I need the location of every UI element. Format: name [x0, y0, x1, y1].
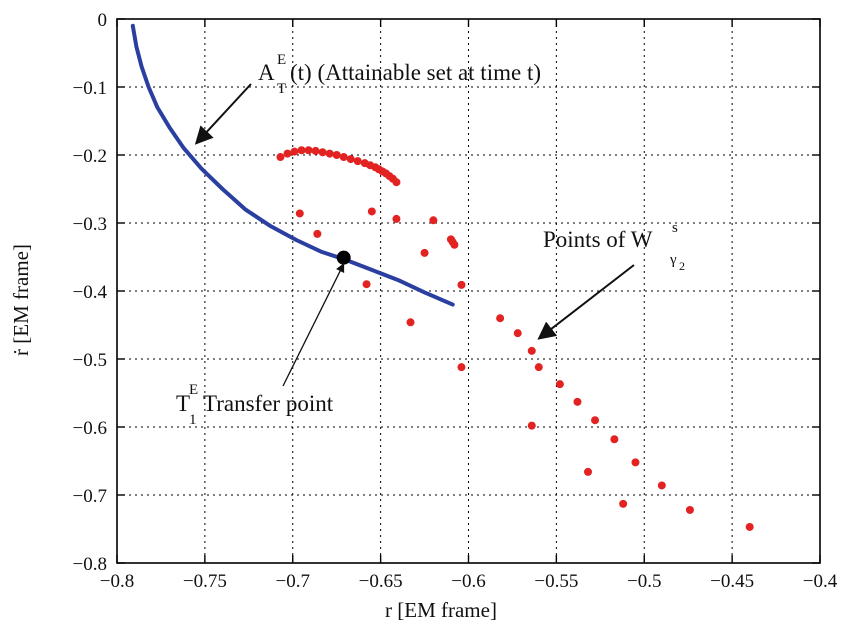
scatter-point: [429, 216, 438, 225]
scatter-point: [346, 155, 355, 164]
scatter-point: [304, 146, 313, 155]
scatter-point: [313, 229, 322, 238]
scatter-point: [685, 505, 694, 514]
annotation-points-text: Points of W: [543, 227, 653, 252]
scatter-point: [745, 522, 754, 531]
scatter-point: [297, 146, 306, 155]
scatter-point: [610, 435, 619, 444]
x-tick-label: −0.55: [534, 571, 578, 592]
y-tick-label: −0.3: [73, 214, 107, 235]
scatter-point: [353, 157, 362, 166]
scatter-point: [534, 363, 543, 372]
y-tick-label: −0.2: [73, 146, 107, 167]
annotation-transfer-sup: E: [189, 382, 198, 398]
y-tick-label: −0.4: [73, 282, 108, 303]
scatter-point: [457, 280, 466, 289]
y-tick-labels: 0 −0.1 −0.2 −0.3 −0.4 −0.5 −0.6 −0.7 −0.8: [73, 10, 108, 575]
annotation-transfer-main: T: [176, 391, 190, 416]
ticks: [116, 18, 821, 564]
y-tick-label: −0.5: [73, 350, 107, 371]
annotation-attainable-sub: T: [277, 81, 286, 97]
scatter-point: [318, 148, 327, 157]
annotation-attainable-sup: E: [277, 52, 286, 68]
y-tick-label: −0.8: [73, 554, 107, 575]
scatter-point: [367, 207, 376, 216]
y-tick-label: −0.1: [73, 78, 107, 99]
svg-text:A: A: [258, 60, 275, 85]
scatter-point: [450, 240, 459, 249]
transfer-point-marker: [336, 250, 351, 265]
annotation-transfer-text: Transfer point: [203, 391, 334, 416]
annotation-points-sub: γ: [669, 252, 677, 268]
scatter-point: [573, 397, 582, 406]
x-axis-label: r [EM frame]: [385, 598, 497, 622]
scatter-point: [362, 280, 371, 289]
annotation-attainable-arrow: [194, 83, 252, 145]
annotation-transfer-arrow: [282, 262, 345, 387]
x-tick-label: −0.65: [359, 571, 403, 592]
x-tick-label: −0.4: [803, 571, 838, 592]
annotation-points-arrow: [537, 264, 635, 340]
scatter-point: [527, 421, 536, 430]
x-tick-label: −0.6: [451, 571, 485, 592]
x-tick-label: −0.75: [183, 571, 227, 592]
grid: [117, 19, 820, 563]
scatter-point: [513, 329, 522, 338]
scatter-point: [276, 153, 285, 162]
scatter-point: [295, 209, 304, 218]
scatter-point: [591, 416, 600, 425]
scatter-point: [496, 314, 505, 323]
annotation-points-sup: s: [672, 220, 678, 236]
annotation-transfer: T E 1 Transfer point: [176, 262, 345, 428]
annotation-transfer-sub: 1: [189, 412, 197, 428]
scatter-point: [332, 151, 341, 159]
y-tick-label: −0.7: [73, 486, 107, 507]
y-tick-label: −0.6: [73, 418, 107, 439]
x-tick-label: −0.5: [627, 571, 661, 592]
annotation-points: Points of W s γ 2: [537, 220, 685, 340]
series: [130, 23, 754, 531]
x-tick-label: −0.8: [100, 571, 134, 592]
scatter-point: [527, 346, 536, 355]
x-tick-label: −0.45: [710, 571, 754, 592]
annotation-attainable-text: (t) (Attainable set at time t): [290, 60, 541, 85]
x-tick-labels: −0.8 −0.75 −0.7 −0.65 −0.6 −0.55 −0.5 −0.45 −0.4: [100, 571, 838, 592]
scatter-point: [290, 147, 299, 156]
scatter-point: [457, 363, 466, 372]
scatter-point: [631, 458, 640, 467]
y-tick-label: 0: [98, 10, 108, 31]
scatter-point: [657, 481, 666, 490]
scatter-point: [619, 499, 628, 508]
x-tick-label: −0.7: [276, 571, 310, 592]
scatter-point: [283, 149, 292, 158]
y-axis-label: ṙ [EM frame]: [9, 244, 33, 356]
scatter-point: [420, 248, 429, 257]
annotation-attainable-main: A: [258, 60, 275, 85]
scatter-point: [392, 178, 401, 187]
scatter-point: [555, 380, 564, 389]
scatter-point: [392, 214, 401, 223]
scatter-point: [406, 318, 415, 327]
scatter-point: [339, 153, 348, 162]
attainable-set-curve: [130, 23, 455, 307]
scatter-point: [325, 149, 334, 158]
scatter-point: [584, 467, 593, 476]
annotation-attainable-set: A E T (t) (Attainable set at time t): [194, 52, 541, 145]
annotation-points-subsub: 2: [679, 259, 685, 273]
scatter-point: [311, 146, 320, 155]
